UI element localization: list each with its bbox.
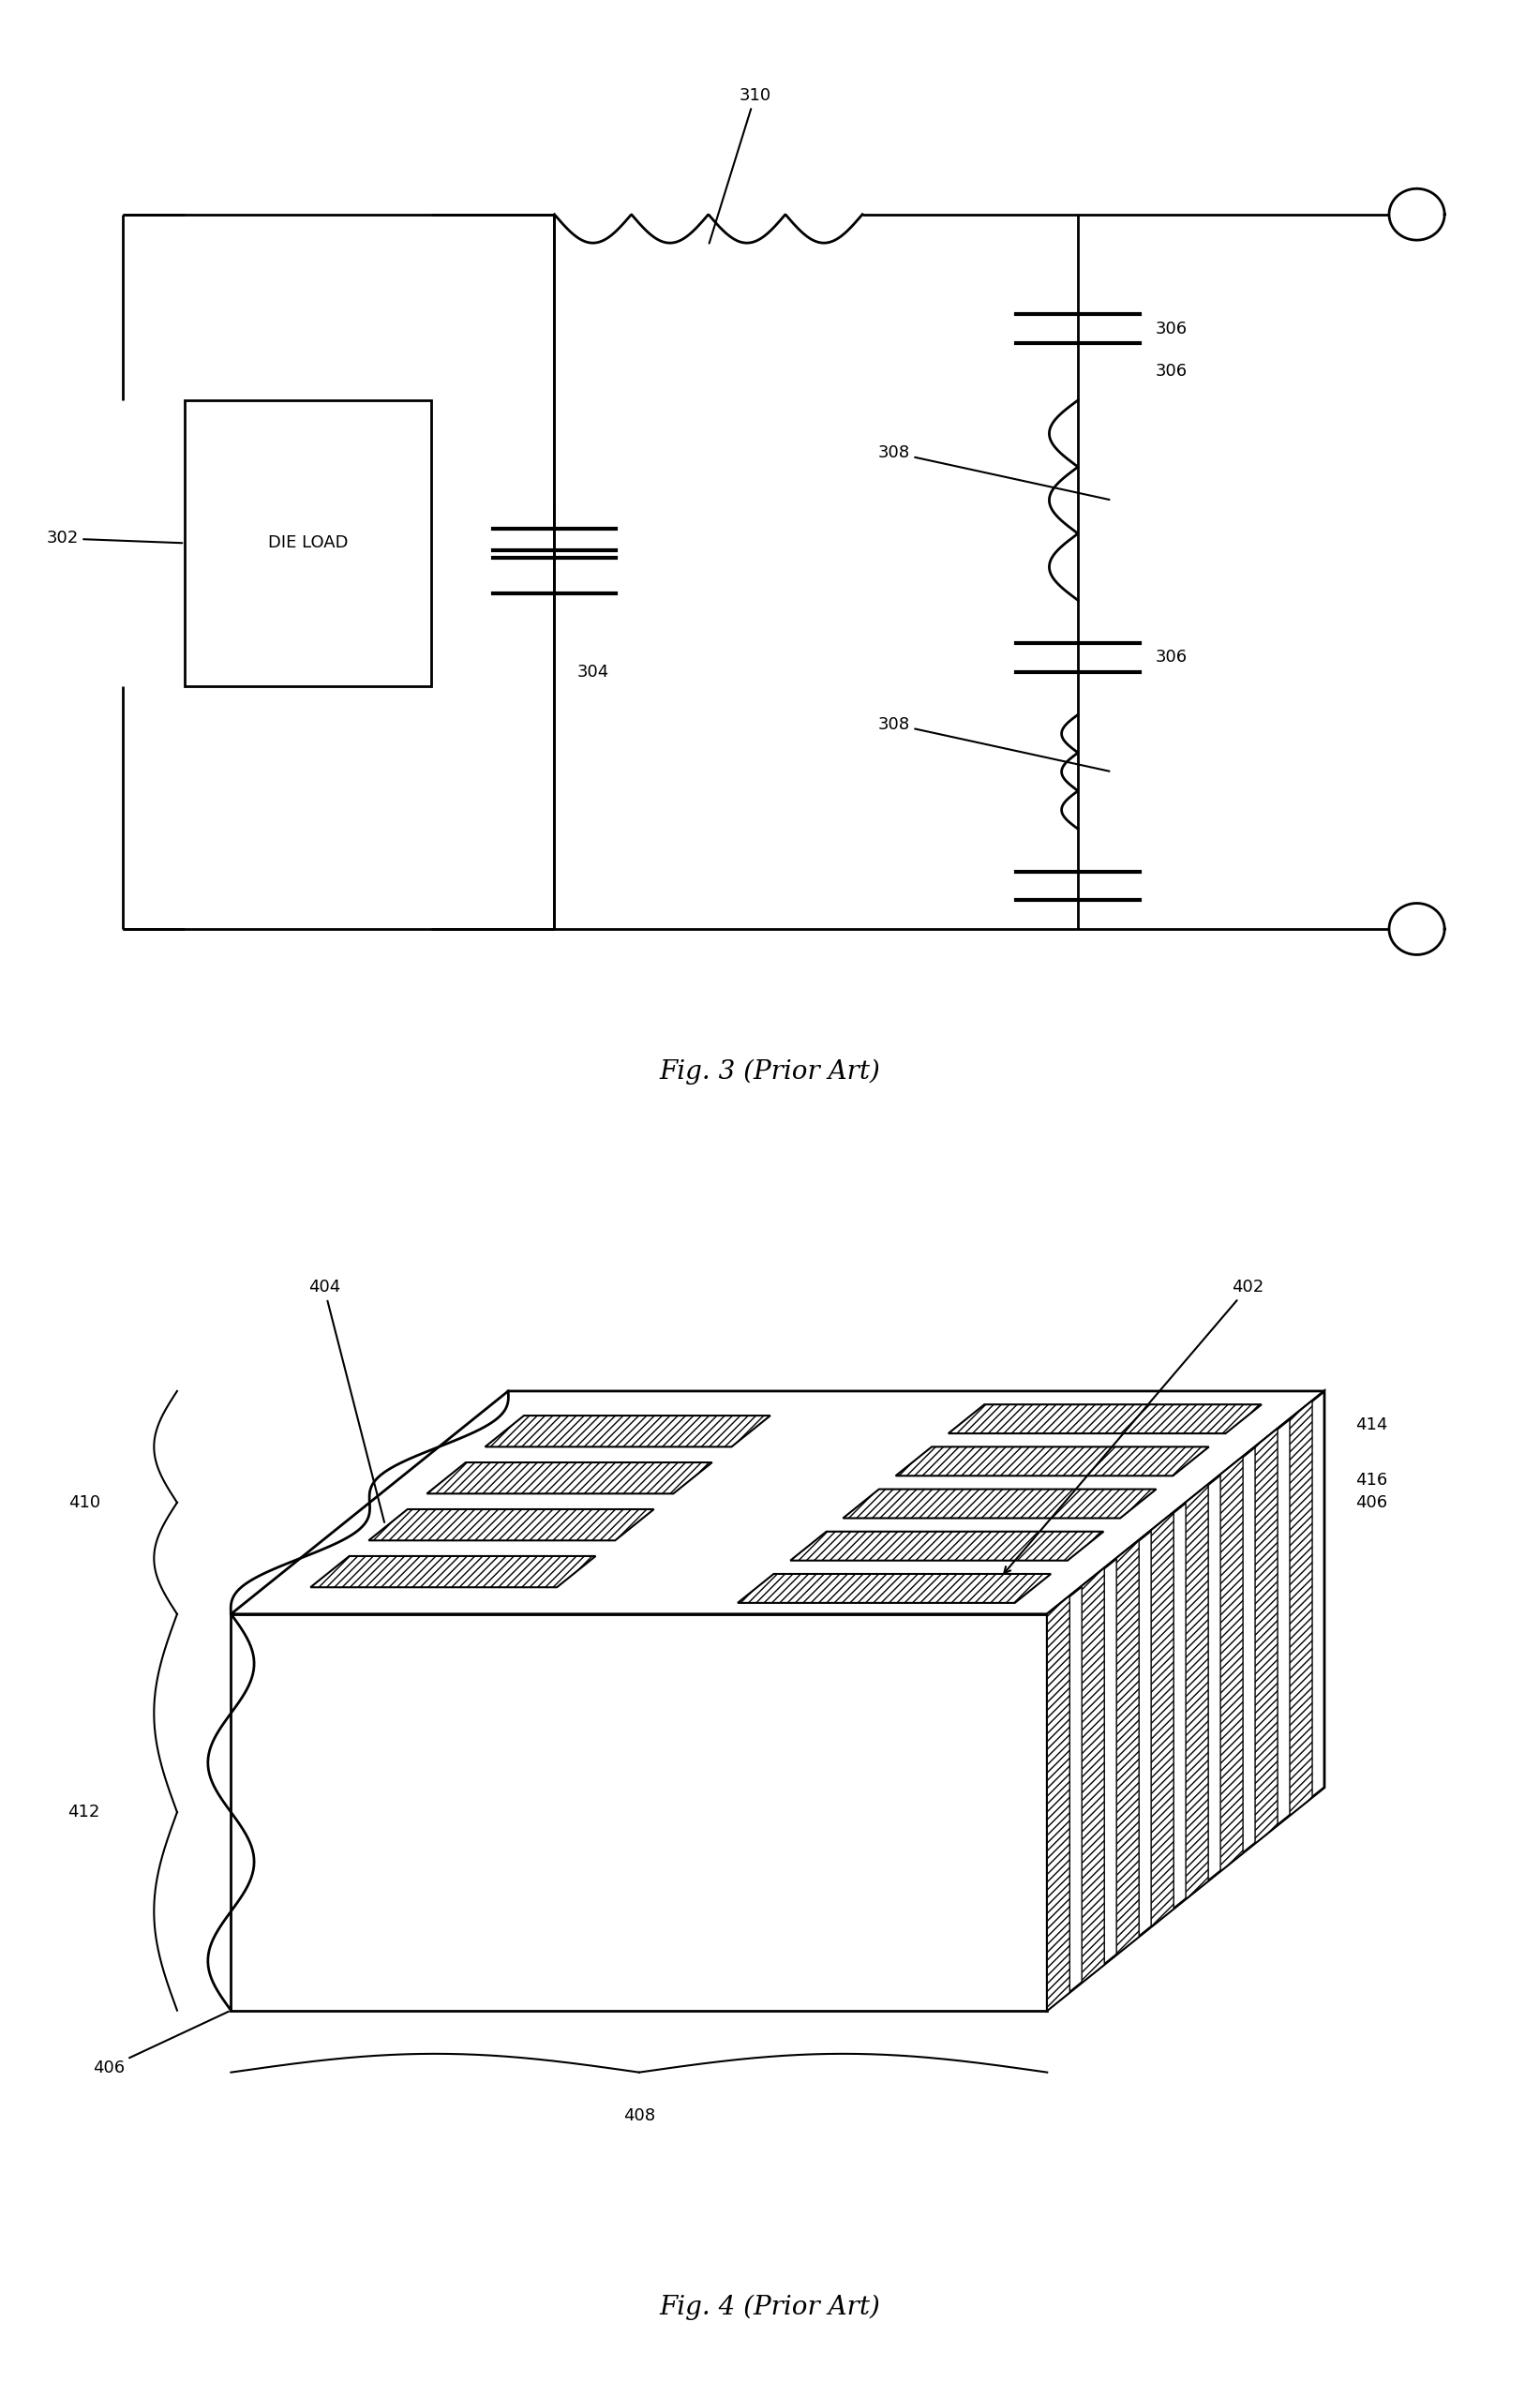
Text: 304: 304 [578,662,610,681]
Polygon shape [790,1532,1104,1560]
Polygon shape [1221,1455,1243,1872]
Text: DIE LOAD: DIE LOAD [268,534,348,553]
Text: 310: 310 [710,86,772,243]
Polygon shape [738,1575,1050,1603]
Text: 404: 404 [308,1279,385,1522]
Polygon shape [1255,1429,1278,1844]
Text: Fig. 4 (Prior Art): Fig. 4 (Prior Art) [659,2294,881,2320]
Polygon shape [1081,1567,1104,1982]
Polygon shape [1047,1391,1324,2010]
Polygon shape [311,1555,596,1586]
Polygon shape [1291,1401,1312,1815]
Polygon shape [1150,1513,1173,1927]
Text: 306: 306 [1155,648,1187,667]
Polygon shape [427,1463,711,1494]
Text: 408: 408 [624,2108,654,2125]
Text: Fig. 3 (Prior Art): Fig. 3 (Prior Art) [659,1060,881,1084]
Polygon shape [1186,1484,1209,1898]
Text: 308: 308 [878,715,1109,772]
Text: 410: 410 [68,1494,100,1510]
Text: 402: 402 [1004,1279,1264,1572]
Text: 416: 416 [1355,1472,1388,1489]
Text: 406: 406 [92,2010,228,2077]
Polygon shape [842,1489,1157,1517]
Text: 306: 306 [1155,362,1187,381]
Polygon shape [896,1446,1209,1477]
Text: 406: 406 [1355,1494,1388,1510]
Polygon shape [485,1415,770,1446]
Polygon shape [231,1391,1324,1615]
Text: 414: 414 [1355,1415,1388,1434]
Text: 308: 308 [878,443,1109,500]
Bar [185,400,431,686]
Polygon shape [368,1510,654,1541]
Text: 306: 306 [1155,319,1187,338]
Polygon shape [1116,1541,1140,1956]
Text: 302: 302 [46,529,182,548]
Text: 412: 412 [68,1803,100,1820]
Polygon shape [231,1615,1047,2010]
Polygon shape [1047,1596,1070,2010]
Polygon shape [949,1405,1261,1434]
